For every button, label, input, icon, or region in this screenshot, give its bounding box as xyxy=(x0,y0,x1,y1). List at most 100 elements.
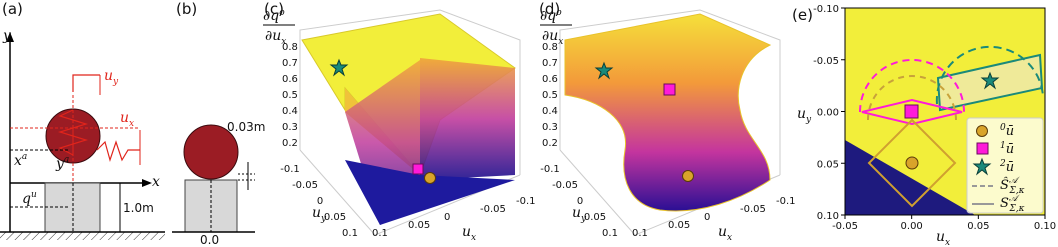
ground xyxy=(0,232,165,240)
y-tick-label: 0.1 xyxy=(342,228,358,239)
base: u xyxy=(312,205,321,221)
y-ticks: -0.1 -0.05 00.05 0.1 xyxy=(280,164,358,239)
z-tick-label: 0.4 xyxy=(282,106,298,117)
math-label: uy xyxy=(104,68,119,87)
y-ticks: -0.10 -0.05 0.00 0.05 0.10 xyxy=(813,4,845,222)
base: x xyxy=(14,153,22,169)
boundary-1 xyxy=(861,98,963,126)
sup: u xyxy=(31,190,37,200)
y-tick-label: 0.05 xyxy=(584,212,606,223)
x-tick-label: 0.1 xyxy=(372,228,388,239)
base: ū xyxy=(1006,160,1014,175)
z-tick-label: 0.6 xyxy=(282,74,298,85)
sub: x xyxy=(945,238,950,247)
base: u xyxy=(104,68,113,84)
boundary-0 xyxy=(867,75,957,121)
height-label: 1.0m xyxy=(123,201,154,215)
sub: x xyxy=(471,233,476,243)
z-tick-label: 0.2 xyxy=(542,138,558,149)
z-tick-label: 0.2 xyxy=(282,138,298,149)
panel-label: (c) xyxy=(264,0,284,18)
panel-label: (b) xyxy=(176,0,197,18)
z-tick-label: 0.6 xyxy=(542,74,558,85)
math-label: xa xyxy=(14,152,27,169)
spring xyxy=(57,109,89,156)
x-label: ux xyxy=(718,224,732,243)
num-sup: o xyxy=(556,8,562,18)
axis-box xyxy=(299,9,521,175)
y-tick-label: 0 xyxy=(577,196,583,207)
panel-label: (d) xyxy=(539,0,560,18)
x-tick-label: 0.10 xyxy=(1034,221,1056,232)
den: ∂u xyxy=(542,28,558,44)
base: ū xyxy=(1006,124,1014,139)
panel-label: (e) xyxy=(792,6,813,24)
arrow xyxy=(6,32,14,42)
base: S xyxy=(1000,196,1009,211)
base: q xyxy=(22,191,31,207)
z-tick-label: 0.5 xyxy=(542,90,558,101)
num-sup: o xyxy=(279,8,285,18)
base: u xyxy=(462,224,471,240)
z-tick-label: 0.3 xyxy=(282,122,298,133)
star-marker xyxy=(329,58,349,77)
x-ticks: 0.1 0.05 0 -0.05 -0.1 xyxy=(372,196,536,239)
x-label: ux xyxy=(936,229,950,247)
panel-b: (b) 0.03m 0.0 xyxy=(172,0,265,247)
star-marker xyxy=(594,61,614,80)
den-sub: x xyxy=(281,37,286,47)
z-tick-label: 0.4 xyxy=(542,106,558,117)
pre: 1 xyxy=(1000,141,1006,151)
sub: Σ,κ xyxy=(1008,204,1024,214)
math-label: qu xyxy=(22,190,37,207)
z-label: ∂ux xyxy=(265,28,286,47)
arrow xyxy=(142,179,152,187)
y-label: uy xyxy=(797,106,812,125)
sub: y xyxy=(580,214,587,224)
star-marker xyxy=(980,71,1000,90)
boundary-0 xyxy=(867,118,957,208)
surface xyxy=(564,13,772,212)
region-dark xyxy=(845,140,975,215)
x-tick-label: -0.05 xyxy=(740,204,766,215)
panel-label: (a) xyxy=(2,0,23,18)
legend-marker xyxy=(976,142,989,155)
x-tick-label: -0.05 xyxy=(480,204,506,215)
x-tick-label: 0.05 xyxy=(408,220,430,231)
boundary-2 xyxy=(935,45,1044,105)
z-tick-label: 0.7 xyxy=(542,58,558,69)
math-label: ya xyxy=(55,155,69,172)
pre: 2 xyxy=(999,159,1006,169)
x-tick-label: -0.1 xyxy=(776,196,796,207)
x-tick-label: 0 xyxy=(444,212,450,223)
pre: 0 xyxy=(1000,123,1006,133)
legend-marker xyxy=(972,157,992,176)
base: y xyxy=(55,156,65,172)
boundary-2 xyxy=(936,53,1044,112)
num: ∂q xyxy=(263,8,279,24)
y-label: uy xyxy=(312,205,327,224)
legend-label: 2ū xyxy=(999,159,1014,175)
den-sub: x xyxy=(558,37,563,47)
axis-box xyxy=(299,149,521,236)
x-ticks: -0.05 0.00 0.05 0.10 xyxy=(832,215,1056,232)
panel-d: (d) ∂qo ∂ux 0.80.70.60.50.40.30.2 0.10.0… xyxy=(539,0,796,243)
y-tick-label: -0.05 xyxy=(292,180,318,191)
base: u xyxy=(120,110,129,126)
y-tick-label: 0.00 xyxy=(817,108,839,119)
legend-marker xyxy=(976,125,988,137)
panel-c: (c) ∂qo ∂ux 0.80.70.60.50.40.30.2 0.10.0… xyxy=(263,0,536,243)
sub: x xyxy=(129,119,134,129)
x-ticks: 0.1 0.05 0 -0.05 -0.1 xyxy=(632,196,796,239)
sub: Σ,κ xyxy=(1008,186,1024,196)
sub: y xyxy=(112,77,119,87)
x-tick-label: 0.1 xyxy=(632,228,648,239)
y-tick-label: 0.05 xyxy=(817,159,839,170)
y-ticks: -0.1 -0.05 00.05 0.1 xyxy=(540,164,618,239)
spring xyxy=(72,74,100,92)
sup: 𝒜 xyxy=(1009,176,1020,186)
circle-marker xyxy=(424,172,436,184)
x-tick-label: 0.00 xyxy=(901,221,923,232)
origin-label: 0.0 xyxy=(200,233,219,247)
